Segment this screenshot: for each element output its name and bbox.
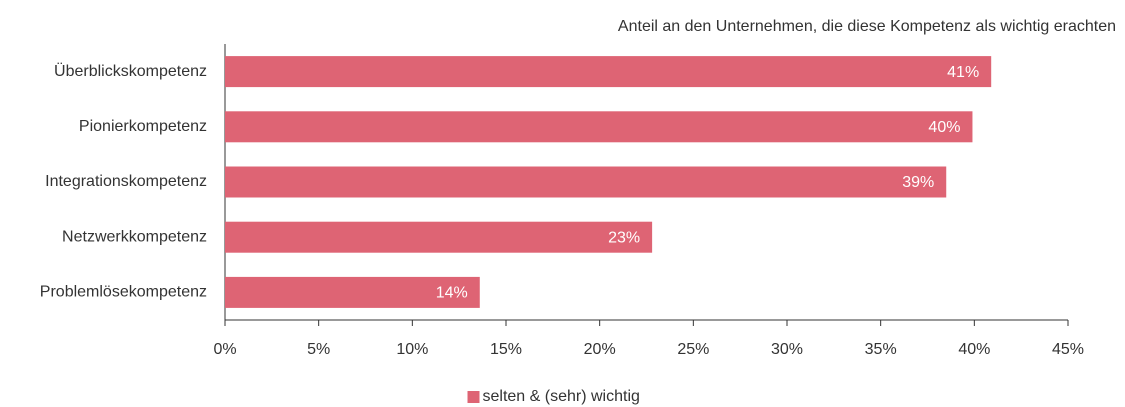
legend-swatch xyxy=(467,391,480,403)
x-tick-label: 15% xyxy=(490,341,522,358)
value-label: 39% xyxy=(902,174,934,191)
x-tick-label: 20% xyxy=(584,341,616,358)
value-label: 14% xyxy=(436,285,468,302)
bar xyxy=(225,221,653,253)
x-tick-label: 25% xyxy=(677,341,709,358)
x-tick-label: 35% xyxy=(865,341,897,358)
y-tick-label: Integrationskompetenz xyxy=(45,173,207,190)
legend-label: selten & (sehr) wichtig xyxy=(483,388,640,405)
bar xyxy=(225,56,992,88)
y-tick-label: Überblickskompetenz xyxy=(54,62,207,80)
x-tick-label: 30% xyxy=(771,341,803,358)
value-label: 41% xyxy=(947,64,979,81)
value-label: 23% xyxy=(608,229,640,246)
y-tick-label: Problemlösekompetenz xyxy=(40,284,207,301)
bar xyxy=(225,276,480,308)
x-tick-label: 45% xyxy=(1052,341,1084,358)
chart-title: Anteil an den Unternehmen, die diese Kom… xyxy=(618,18,1116,35)
bar xyxy=(225,166,947,198)
bar xyxy=(225,111,973,143)
x-tick-label: 40% xyxy=(958,341,990,358)
x-tick-label: 10% xyxy=(396,341,428,358)
value-label: 40% xyxy=(928,119,960,136)
x-tick-label: 0% xyxy=(213,341,236,358)
x-tick-label: 5% xyxy=(307,341,330,358)
y-tick-label: Netzwerkkompetenz xyxy=(62,228,207,245)
y-tick-label: Pionierkompetenz xyxy=(79,118,207,135)
